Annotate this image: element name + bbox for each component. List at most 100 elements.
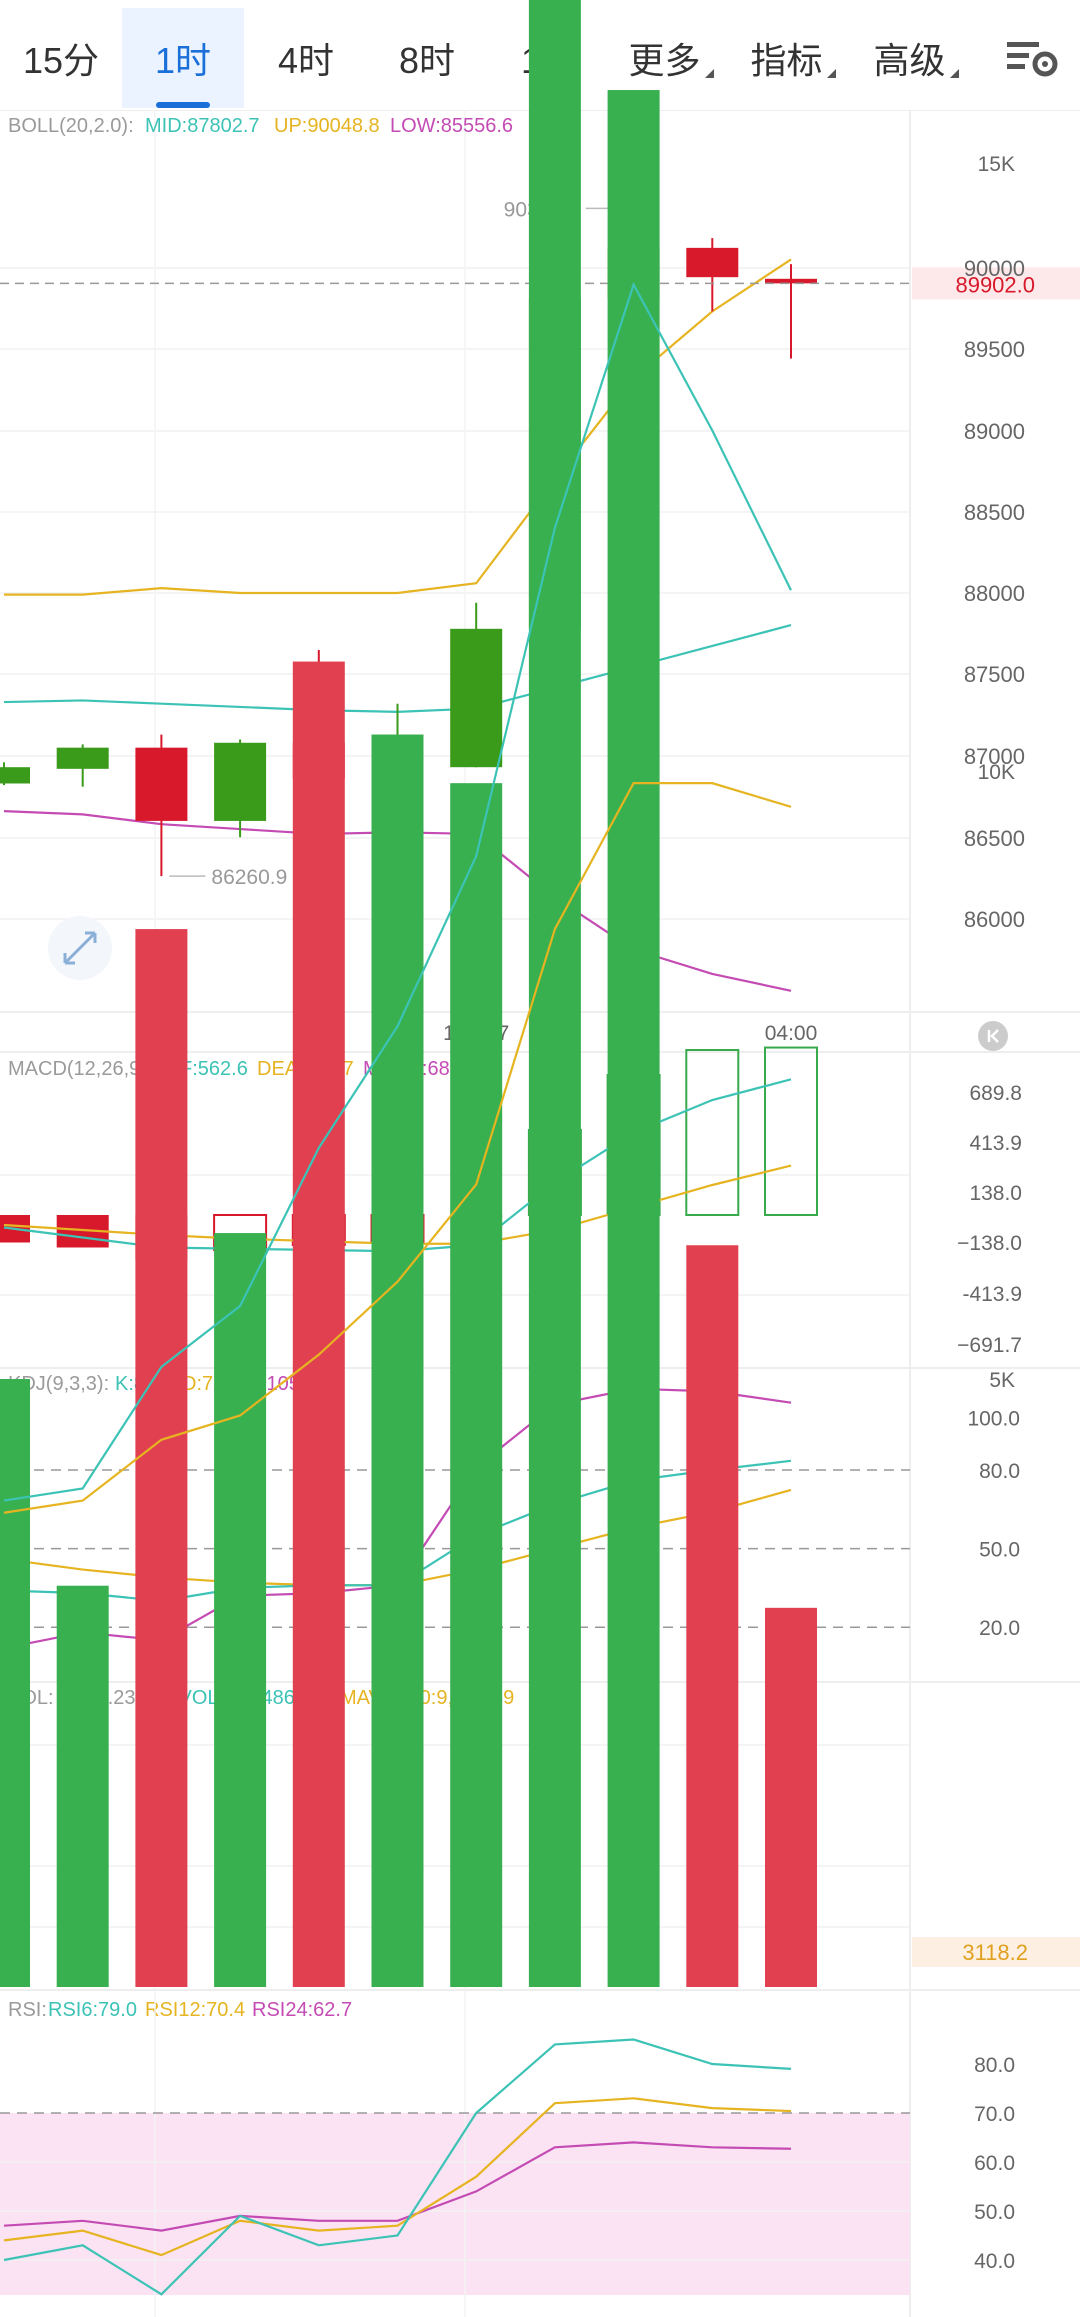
macd-axis-tick: -413.9 <box>962 1283 1022 1306</box>
tab-label: 8时 <box>398 40 456 81</box>
volume-bar <box>450 783 503 1988</box>
boll-up-value: UP:90048.8 <box>274 115 380 137</box>
dropdown-triangle-icon <box>949 69 959 78</box>
rsi-name: RSI: <box>8 1999 47 2021</box>
dropdown-triangle-icon <box>826 69 836 78</box>
volume-bar <box>0 1379 30 1987</box>
macd-histogram-bar <box>685 1049 740 1216</box>
price-axis-tick: 88500 <box>964 500 1025 525</box>
current-price-tag <box>912 267 1080 300</box>
macd-axis-tick: 689.8 <box>969 1082 1022 1105</box>
tab-15m[interactable]: 15分 <box>0 8 122 108</box>
kdj-axis-tick: 50.0 <box>979 1539 1020 1562</box>
tab-label: 1时 <box>154 40 212 81</box>
rsi-axis-tick: 60.0 <box>974 2152 1015 2175</box>
tab-4h[interactable]: 4时 <box>245 8 367 108</box>
rsi-axis-tick: 50.0 <box>974 2201 1015 2224</box>
volume-bar <box>765 1607 817 1987</box>
mavol5-line <box>3 281 792 1502</box>
boll-name: BOLL(20,2.0): <box>8 115 134 137</box>
rsi24-value: RSI24:62.7 <box>252 1999 352 2021</box>
scroll-to-start-icon[interactable] <box>978 1021 1008 1051</box>
price-axis-tick: 90000 <box>964 256 1025 281</box>
tab-advanced[interactable]: 高级 <box>855 8 977 108</box>
candle-body <box>214 742 267 821</box>
vol-axis-tick: 5K <box>989 1369 1015 1392</box>
current-price-label: 89902.0 <box>955 272 1035 297</box>
rsi-overbought-zone <box>0 2113 910 2295</box>
kdj-axis-tick: 80.0 <box>979 1460 1020 1483</box>
current-volume-tag <box>912 1937 1080 1967</box>
tab-indicators[interactable]: 指标 <box>732 8 854 108</box>
boll-low-value: LOW:85556.6 <box>390 115 513 137</box>
rsi6-line <box>3 2038 792 2296</box>
price-axis-tick: 86500 <box>964 826 1025 851</box>
vol-axis-tick: 15K <box>978 153 1015 176</box>
active-tab-indicator <box>156 102 210 108</box>
rsi12-line <box>3 2097 792 2257</box>
tab-label: 高级 <box>873 40 946 81</box>
rsi-axis-tick: 70.0 <box>974 2103 1015 2126</box>
macd-axis-tick: −691.7 <box>957 1334 1022 1357</box>
kdj-name: KDJ(9,3,3): <box>8 1373 109 1395</box>
candle-body <box>135 747 188 821</box>
price-axis-tick: 87500 <box>964 662 1025 687</box>
current-volume-label: 3118.2 <box>962 1940 1028 1965</box>
tab-more[interactable]: 更多 <box>610 8 732 108</box>
tab-1h[interactable]: 1时 <box>122 8 244 108</box>
boll-mid-value: MID:87802.7 <box>145 115 260 137</box>
candle-body <box>0 767 30 784</box>
macd-axis-tick: 138.0 <box>969 1182 1022 1205</box>
kdj-axis-tick: 100.0 <box>967 1408 1020 1431</box>
candle <box>765 264 817 359</box>
tab-label: 4时 <box>277 40 335 81</box>
low-price-marker: 86260.9 <box>211 866 287 889</box>
mavol10-line <box>3 782 792 1514</box>
price-axis-tick: 88000 <box>964 581 1025 606</box>
bollinger-upper-line <box>4 258 792 596</box>
volume-bar <box>56 1585 109 1987</box>
dropdown-triangle-icon <box>704 69 714 78</box>
tab-label: 指标 <box>750 40 823 81</box>
macd-histogram-bar <box>764 1046 818 1217</box>
candle <box>56 744 109 787</box>
candle <box>214 739 267 838</box>
candle <box>686 238 739 312</box>
price-axis-tick: 86000 <box>964 907 1025 932</box>
macd-axis-tick: −138.0 <box>957 1232 1022 1255</box>
rsi24-line <box>3 2141 792 2232</box>
rsi-axis-tick: 80.0 <box>974 2054 1015 2077</box>
candle <box>135 734 188 877</box>
price-axis-tick: 89500 <box>964 337 1025 362</box>
kdj-axis-tick: 20.0 <box>979 1617 1020 1640</box>
volume-bar <box>686 1245 739 1987</box>
volume-bar <box>135 929 188 1987</box>
rsi6-value: RSI6:79.0 <box>48 1999 137 2021</box>
time-axis-label: 04:00 <box>765 1022 818 1045</box>
rsi12-value: RSI12:70.4 <box>145 1999 245 2021</box>
vol-axis-tick: 10K <box>978 761 1015 784</box>
bollinger-mid-line <box>3 624 792 713</box>
price-axis-tick: 89000 <box>964 419 1025 444</box>
candle-body <box>765 278 817 284</box>
volume-bar <box>214 1233 267 1987</box>
candle-body <box>450 628 503 768</box>
tab-label: 15分 <box>22 40 100 81</box>
volume-bar <box>528 0 581 1987</box>
rsi-axis-tick: 40.0 <box>974 2250 1015 2273</box>
candle <box>0 762 30 786</box>
volume-bar <box>371 734 424 1987</box>
volume-bar <box>607 90 660 1987</box>
candle <box>450 602 503 768</box>
volume-bar <box>292 661 345 1987</box>
expand-arrows-icon[interactable] <box>48 916 112 980</box>
chart-settings-icon[interactable] <box>985 8 1080 108</box>
tab-8h[interactable]: 8时 <box>366 8 488 108</box>
candle-body <box>686 247 739 278</box>
macd-axis-tick: 413.9 <box>969 1132 1022 1155</box>
candle-body <box>56 747 109 769</box>
tab-label: 更多 <box>628 40 701 81</box>
price-axis-tick: 87000 <box>964 744 1025 769</box>
macd-name: MACD(12,26,9) <box>8 1058 147 1080</box>
